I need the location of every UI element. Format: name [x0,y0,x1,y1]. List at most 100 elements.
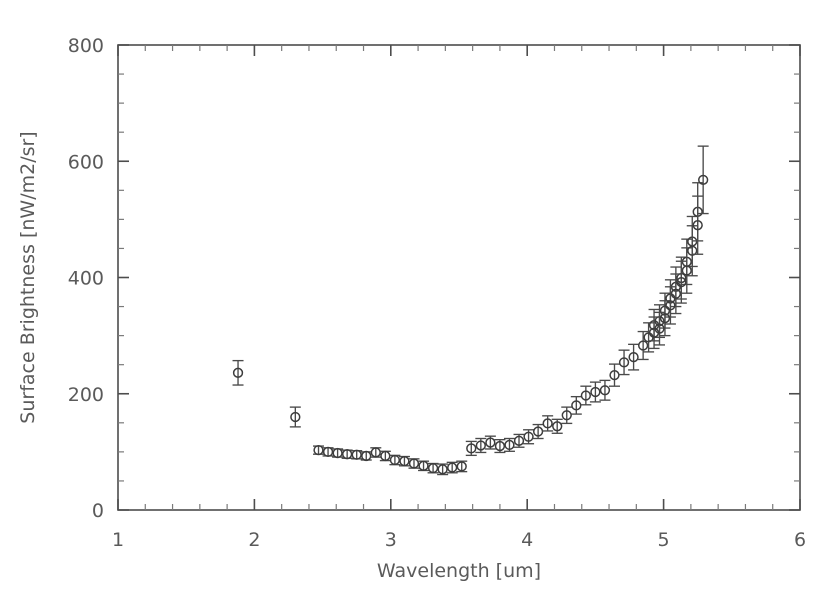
data-marker [687,245,698,256]
data-point [379,450,391,462]
data-point [418,460,430,472]
data-marker [698,174,709,186]
data-marker [447,462,458,473]
plot-frame [117,44,801,511]
data-point [465,440,477,457]
data-point [675,260,687,304]
data-point [437,463,449,476]
data-marker [408,458,420,469]
data-point [637,330,649,361]
data-marker [485,437,496,448]
data-marker [437,464,448,475]
y-tick-label: 400 [68,268,104,290]
data-marker [466,443,477,454]
data-point [589,381,601,403]
data-point [427,462,439,474]
data-marker [670,288,682,299]
data-marker [654,323,665,334]
data-point [232,359,244,386]
data-marker [504,439,515,451]
data-marker [370,447,381,458]
data-marker [290,411,301,423]
y-axis-title: Surface Brightness [nW/m2/sr] [17,131,39,423]
y-tick-label: 600 [68,151,104,173]
data-marker [692,220,703,231]
x-tick-label: 2 [248,529,260,551]
data-point [446,461,458,474]
data-marker [681,265,692,276]
data-point [523,429,535,445]
data-marker [322,446,334,458]
data-marker [676,277,687,288]
x-tick-label: 3 [385,529,397,551]
data-marker [665,300,676,311]
data-marker [332,447,343,459]
data-point [370,447,382,458]
x-tick-label: 4 [521,529,533,551]
data-point [456,460,468,473]
data-point [681,247,693,294]
data-point [513,433,525,448]
y-tick-label: 200 [68,384,104,406]
data-point [697,145,709,215]
data-marker [580,390,592,401]
data-marker [313,444,324,456]
data-point [570,395,582,415]
x-tick-label: 5 [658,529,670,551]
data-point [360,450,372,462]
data-point [654,311,666,346]
data-point [628,343,640,371]
data-marker [456,461,467,472]
data-marker [599,385,611,396]
data-point [494,438,506,454]
data-marker [513,435,525,446]
data-marker [561,410,572,421]
data-marker [232,367,244,378]
data-point [664,286,676,325]
data-marker [361,450,372,462]
data-point [503,437,515,452]
data-point [289,406,301,428]
data-point [341,449,353,460]
data-point [475,437,487,454]
data-marker [342,449,353,460]
data-marker [659,313,671,324]
x-axis-title: Wavelength [um] [377,560,541,582]
data-point [580,385,592,406]
data-marker [351,449,362,460]
data-point [484,435,496,450]
data-point [351,449,363,460]
data-marker [628,351,639,363]
y-tick-label: 800 [68,35,104,57]
data-point [322,446,334,458]
data-point [670,273,682,315]
data-marker [590,386,601,398]
data-point [313,444,325,456]
data-point [389,454,401,466]
data-marker [552,421,563,432]
data-point [551,418,563,434]
data-marker [475,440,486,451]
data-series [648,195,704,350]
x-tick-label: 6 [794,529,806,551]
data-marker [399,456,410,467]
data-point [608,363,620,387]
data-point [686,225,698,277]
data-point [599,379,611,401]
data-marker [427,463,439,474]
y-tick-label: 0 [92,500,104,522]
x-tick-label: 1 [112,529,124,551]
data-point [561,406,573,425]
data-marker [637,340,649,351]
data-marker [494,440,506,452]
data-point [532,423,544,440]
data-point [659,300,671,337]
data-point [398,455,410,467]
data-marker [523,431,534,442]
data-marker [389,454,401,466]
data-marker [618,357,630,368]
data-point [408,458,420,469]
data-marker [542,418,553,429]
